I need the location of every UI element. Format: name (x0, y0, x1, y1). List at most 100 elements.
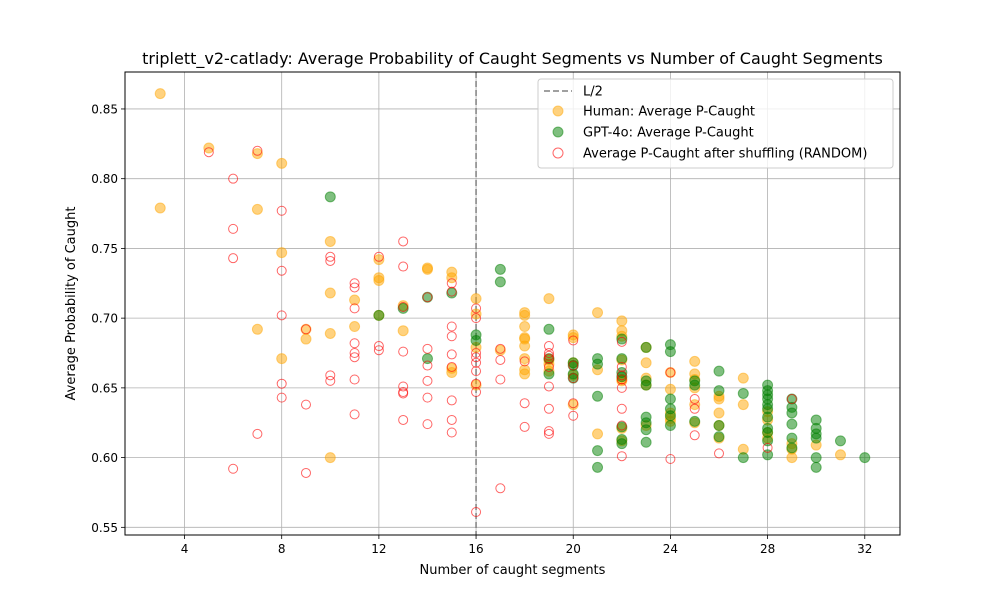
human-point (519, 368, 531, 380)
gpt4o-point (494, 263, 506, 275)
random-point (203, 147, 214, 158)
gpt4o-point (834, 435, 846, 447)
human-point (640, 357, 652, 369)
gpt4o-point-group (324, 191, 871, 473)
plot-area (124, 71, 901, 536)
human-point (567, 332, 579, 344)
random-point (471, 303, 482, 314)
human-point (519, 309, 531, 321)
human-point (664, 383, 676, 395)
legend-swatch-human (552, 105, 564, 117)
human-point (251, 323, 263, 335)
random-point (446, 349, 457, 360)
gpt4o-point (543, 323, 555, 335)
random-point (300, 399, 311, 410)
human-point (519, 340, 531, 352)
gpt4o-point (664, 420, 676, 432)
random-point (616, 382, 627, 393)
random-point (349, 374, 360, 385)
random-point (228, 253, 239, 264)
random-point (616, 336, 627, 347)
random-point (325, 375, 336, 386)
human-point (397, 325, 409, 337)
random-point (398, 346, 409, 357)
random-point (398, 261, 409, 272)
gpt4o-point (713, 420, 725, 432)
random-point (616, 451, 627, 462)
human-point (349, 294, 361, 306)
random-point (349, 352, 360, 363)
random-point (689, 394, 700, 405)
human-point (276, 353, 288, 365)
gpt4o-point (592, 445, 604, 457)
random-point (422, 419, 433, 430)
chart-title: triplett_v2-catlady: Average Probability… (142, 49, 883, 69)
gpt4o-point (786, 407, 798, 419)
random-point (228, 173, 239, 184)
random-point (325, 251, 336, 262)
gpt4o-point (713, 385, 725, 397)
random-point (446, 321, 457, 332)
random-point (398, 236, 409, 247)
random-point (446, 414, 457, 425)
gpt4o-point (373, 309, 385, 321)
human-point (543, 293, 555, 305)
human-point (470, 293, 482, 305)
gpt4o-point (494, 276, 506, 288)
human-point (616, 315, 628, 327)
human-point (349, 321, 361, 333)
legend-label-random: Average P-Caught after shuffling (RANDOM… (583, 147, 867, 162)
random-point (616, 403, 627, 414)
random-point (519, 356, 530, 367)
gpt4o-point (616, 333, 628, 345)
random-point (325, 370, 336, 381)
gpt4o-point (786, 418, 798, 430)
random-point (543, 341, 554, 352)
human-point (446, 272, 458, 284)
random-point (495, 343, 506, 354)
random-point (398, 414, 409, 425)
random-point (543, 348, 554, 359)
random-point (471, 366, 482, 377)
gpt4o-point (616, 438, 628, 450)
random-point (276, 205, 287, 216)
random-point (568, 335, 579, 346)
random-point (276, 378, 287, 389)
random-point (762, 442, 773, 453)
human-point (373, 274, 385, 286)
random-point (252, 145, 263, 156)
x-axis-label: Number of caught segments (420, 563, 606, 578)
random-point (349, 278, 360, 289)
random-point (495, 374, 506, 385)
gpt4o-point (640, 436, 652, 448)
gpt4o-point (470, 334, 482, 346)
random-point (349, 409, 360, 420)
human-point (737, 372, 749, 384)
random-point (495, 483, 506, 494)
random-point (689, 430, 700, 441)
random-point (471, 387, 482, 398)
random-point (543, 426, 554, 437)
gpt4o-point (786, 432, 798, 444)
random-point (398, 381, 409, 392)
y-tick-label: 0.55 (91, 521, 118, 535)
gpt4o-point (689, 379, 701, 391)
random-point (422, 375, 433, 386)
gpt4o-point (713, 431, 725, 443)
random-point (543, 428, 554, 439)
random-point (422, 392, 433, 403)
gpt4o-point (786, 442, 798, 454)
random-point (349, 338, 360, 349)
gpt4o-point (543, 368, 555, 380)
random-point (300, 324, 311, 335)
x-tick-label: 12 (371, 542, 386, 556)
gpt4o-point (640, 424, 652, 436)
x-tick-label: 32 (857, 542, 872, 556)
random-point (471, 313, 482, 324)
human-point (713, 407, 725, 419)
random-point (568, 410, 579, 421)
random-point (325, 255, 336, 266)
random-point (616, 361, 627, 372)
random-point (228, 463, 239, 474)
